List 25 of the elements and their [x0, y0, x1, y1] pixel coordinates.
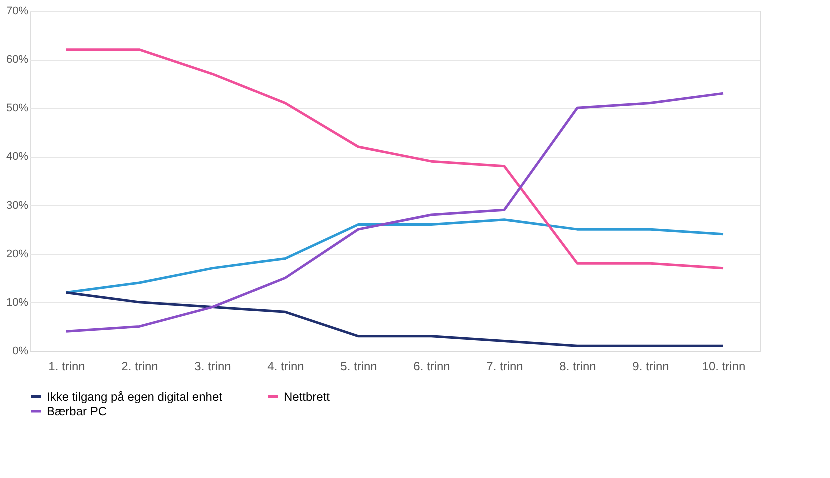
legend-label: Nettbrett [284, 390, 331, 404]
x-tick-label: 1. trinn [48, 360, 86, 374]
x-tick-label: 8. trinn [560, 360, 596, 374]
legend-label: Ikke tilgang på egen digital enhet [47, 390, 224, 404]
x-tick-label: 7. trinn [486, 360, 524, 374]
y-tick-label: 0% [12, 346, 29, 358]
y-tick-label: 70% [6, 6, 29, 18]
line-series [65, 48, 725, 270]
x-tick-label: 10. trinn [702, 360, 746, 374]
x-tick-label: 2. trinn [122, 360, 158, 374]
line-series [65, 92, 725, 333]
y-tick-label: 60% [6, 54, 29, 66]
x-tick-label: 6. trinn [414, 360, 450, 374]
x-tick-label: 9. trinn [632, 360, 670, 374]
y-tick-label: 40% [6, 151, 29, 164]
y-tick-label: 50% [6, 102, 29, 115]
y-tick-label: 20% [6, 248, 29, 260]
x-tick-label: 3. trinn [194, 360, 232, 374]
y-tick-label: 30% [6, 200, 29, 212]
line-series [65, 291, 725, 348]
x-tick-label: 4. trinn [268, 360, 304, 374]
y-tick-label: 10% [6, 296, 29, 309]
line-series [65, 218, 725, 294]
legend-label: Bærbar PC [47, 404, 108, 418]
x-tick-label: 5. trinn [340, 360, 378, 374]
